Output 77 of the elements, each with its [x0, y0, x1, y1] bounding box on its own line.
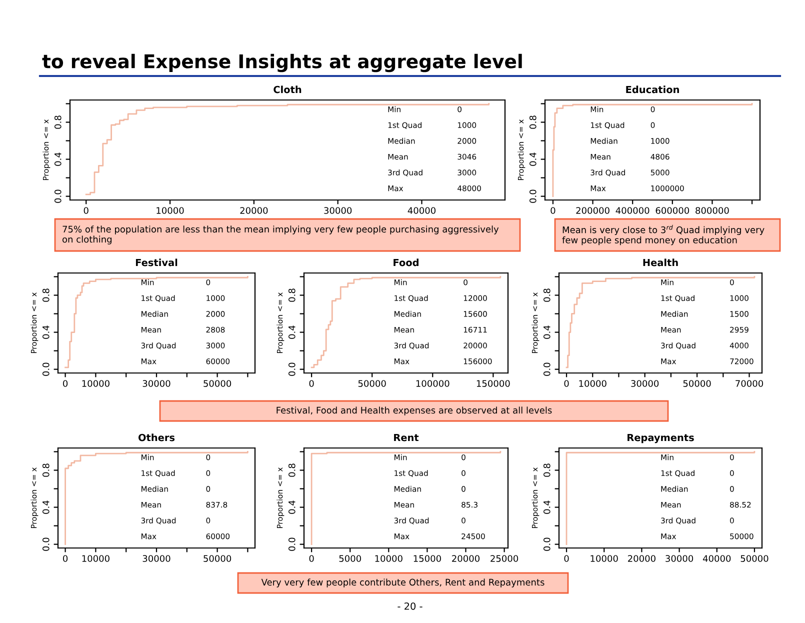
- y-tick-label: 0.0: [543, 538, 550, 551]
- x-tick-label: 30000: [324, 207, 352, 214]
- x-tick-label: 400000: [616, 207, 650, 214]
- chart-title: Repayments: [628, 434, 694, 444]
- x-tick-label: 0: [309, 380, 314, 387]
- chart-title: Health: [643, 258, 678, 266]
- chart-title: Food: [394, 258, 418, 266]
- x-tick-label: 15000: [414, 555, 441, 562]
- x-tick-label: 50000: [683, 380, 711, 387]
- y-tick-label: 0.8: [543, 288, 550, 302]
- x-tick-label: 0: [63, 380, 68, 387]
- x-tick-label: 50000: [204, 555, 232, 562]
- x-tick-label: 30000: [666, 555, 694, 562]
- text: Mean is very close to 3$^{rd}$ Quad implying very few people spend money on education: [562, 224, 764, 246]
- text: - 20 -: [398, 602, 422, 610]
- x-tick-label: 10000: [82, 555, 110, 562]
- y-tick-label: 0.0: [54, 190, 62, 203]
- x-tick-label: 25000: [490, 555, 518, 562]
- y-tick-label: 0.0: [543, 362, 550, 376]
- text: Festival, Food and Health expenses are observed at all levels: [276, 406, 552, 416]
- x-tick-label: 10000: [375, 555, 402, 562]
- x-tick-label: 0: [564, 380, 569, 387]
- y-tick-label: 0.8: [42, 288, 50, 302]
- y-tick-label: 0.0: [288, 538, 296, 551]
- text: Very very few people contribute Others, Rent and Repayments: [261, 578, 544, 588]
- chart-title: Rent: [394, 434, 419, 442]
- chart-title: Education: [626, 86, 679, 94]
- x-tick-label: 0: [564, 555, 569, 562]
- chart-title: Festival: [136, 258, 178, 266]
- x-tick-label: 30000: [142, 555, 170, 562]
- y-tick-label: 0.0: [42, 362, 50, 376]
- x-tick-label: 50000: [740, 555, 768, 562]
- y-tick-label: 0.4: [54, 152, 62, 166]
- x-tick-label: 0: [550, 207, 556, 214]
- x-tick-label: 800000: [696, 207, 729, 214]
- y-tick-label: 0.4: [288, 326, 296, 339]
- x-tick-label: 10000: [156, 207, 184, 214]
- y-tick-label: 0.0: [529, 190, 536, 203]
- chart-title: Others: [138, 434, 175, 442]
- y-tick-label: 0.8: [543, 464, 550, 477]
- y-tick-label: 0.8: [529, 116, 536, 129]
- x-tick-label: 200000: [576, 207, 610, 214]
- y-tick-label: 0.4: [42, 326, 50, 339]
- x-tick-label: 100000: [416, 380, 450, 387]
- chart-title: Cloth: [274, 86, 302, 94]
- x-tick-label: 40000: [702, 555, 731, 562]
- y-tick-label: 0.4: [543, 326, 550, 339]
- x-tick-label: 20000: [240, 207, 268, 214]
- y-tick-label: 0.0: [42, 538, 50, 551]
- x-tick-label: 50000: [358, 380, 386, 387]
- x-tick-label: 10000: [590, 555, 618, 562]
- x-tick-label: 10000: [579, 380, 606, 387]
- x-tick-label: 40000: [408, 207, 436, 214]
- x-tick-label: 30000: [631, 380, 659, 387]
- x-tick-label: 50000: [204, 380, 232, 387]
- chart-subtitle: to reveal Expense Insights at aggregate level: [42, 54, 522, 72]
- text: 75% of the population are less than the mean implying very few people purchasing aggressively on clothing: [62, 226, 499, 244]
- x-tick-label: 150000: [476, 380, 510, 387]
- x-tick-label: 600000: [656, 207, 690, 214]
- x-tick-label: 0: [84, 207, 88, 214]
- y-tick-label: 0.4: [42, 500, 50, 514]
- y-tick-label: 0.8: [42, 464, 50, 477]
- x-tick-label: 10000: [82, 380, 110, 387]
- y-tick-label: 0.8: [288, 288, 296, 302]
- y-tick-label: 0.0: [288, 362, 296, 376]
- x-tick-label: 20000: [628, 555, 656, 562]
- x-tick-label: 20000: [452, 555, 480, 562]
- y-tick-label: 0.4: [543, 500, 550, 514]
- y-tick-label: 0.4: [529, 152, 536, 166]
- x-tick-label: 0: [309, 555, 314, 562]
- x-tick-label: 0: [63, 555, 68, 562]
- x-tick-label: 70000: [736, 380, 764, 387]
- y-tick-label: 0.8: [288, 464, 296, 477]
- y-tick-label: 0.8: [54, 116, 62, 129]
- x-tick-label: 30000: [142, 380, 170, 387]
- x-tick-label: 5000: [339, 555, 361, 562]
- y-tick-label: 0.4: [288, 500, 296, 514]
